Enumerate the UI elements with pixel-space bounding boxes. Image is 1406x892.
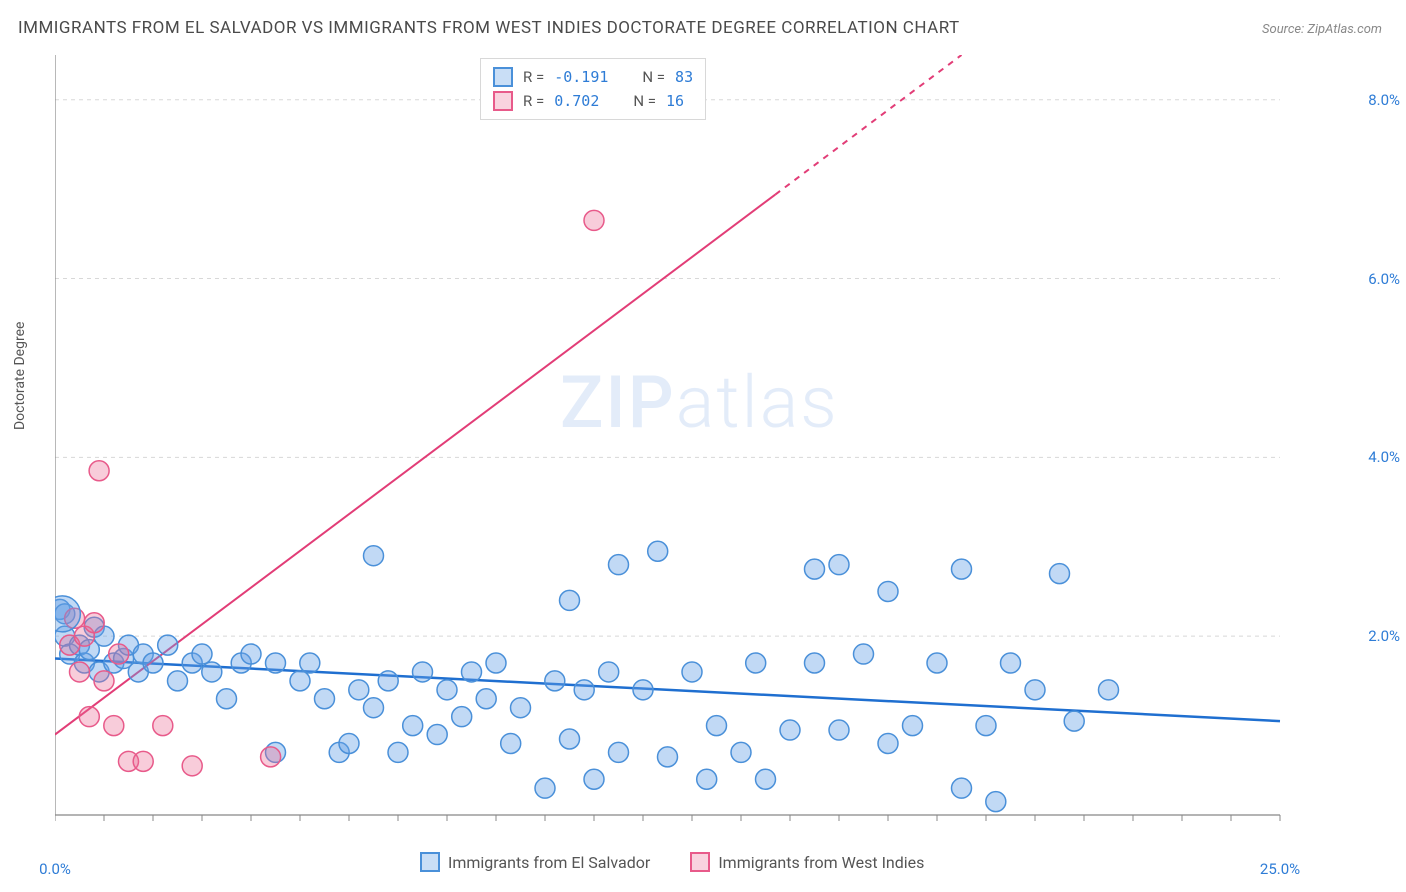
- legend-n-value: 83: [675, 68, 693, 86]
- scatter-plot: [55, 55, 1335, 845]
- source-label: Source: ZipAtlas.com: [1262, 22, 1382, 37]
- y-tick-label: 2.0%: [1368, 627, 1400, 645]
- legend-item: Immigrants from El Salvador: [420, 852, 650, 872]
- legend-series-label: Immigrants from El Salvador: [448, 853, 650, 872]
- legend-swatch-blue: [420, 852, 440, 872]
- y-tick-label: 8.0%: [1368, 91, 1400, 109]
- legend-r-value: 0.702: [554, 92, 599, 110]
- legend-n-label: N =: [642, 68, 665, 86]
- x-tick-label: 0.0%: [39, 860, 71, 878]
- y-tick-label: 4.0%: [1368, 448, 1400, 466]
- correlation-legend: R = -0.191 N = 83 R = 0.702 N = 16: [480, 58, 706, 120]
- series-legend: Immigrants from El Salvador Immigrants f…: [420, 852, 924, 872]
- legend-r-label: R =: [523, 68, 544, 86]
- legend-row: R = -0.191 N = 83: [493, 65, 693, 89]
- legend-item: Immigrants from West Indies: [690, 852, 924, 872]
- legend-swatch-blue: [493, 67, 513, 87]
- legend-r-label: R =: [523, 92, 544, 110]
- y-tick-label: 6.0%: [1368, 270, 1400, 288]
- legend-n-label: N =: [633, 92, 656, 110]
- legend-swatch-pink: [690, 852, 710, 872]
- legend-n-value: 16: [666, 92, 684, 110]
- legend-series-label: Immigrants from West Indies: [718, 853, 924, 872]
- legend-swatch-pink: [493, 91, 513, 111]
- legend-r-value: -0.191: [554, 68, 608, 86]
- legend-row: R = 0.702 N = 16: [493, 89, 693, 113]
- chart-title: IMMIGRANTS FROM EL SALVADOR VS IMMIGRANT…: [18, 18, 960, 38]
- x-tick-label: 25.0%: [1260, 860, 1300, 878]
- y-axis-label: Doctorate Degree: [12, 322, 28, 430]
